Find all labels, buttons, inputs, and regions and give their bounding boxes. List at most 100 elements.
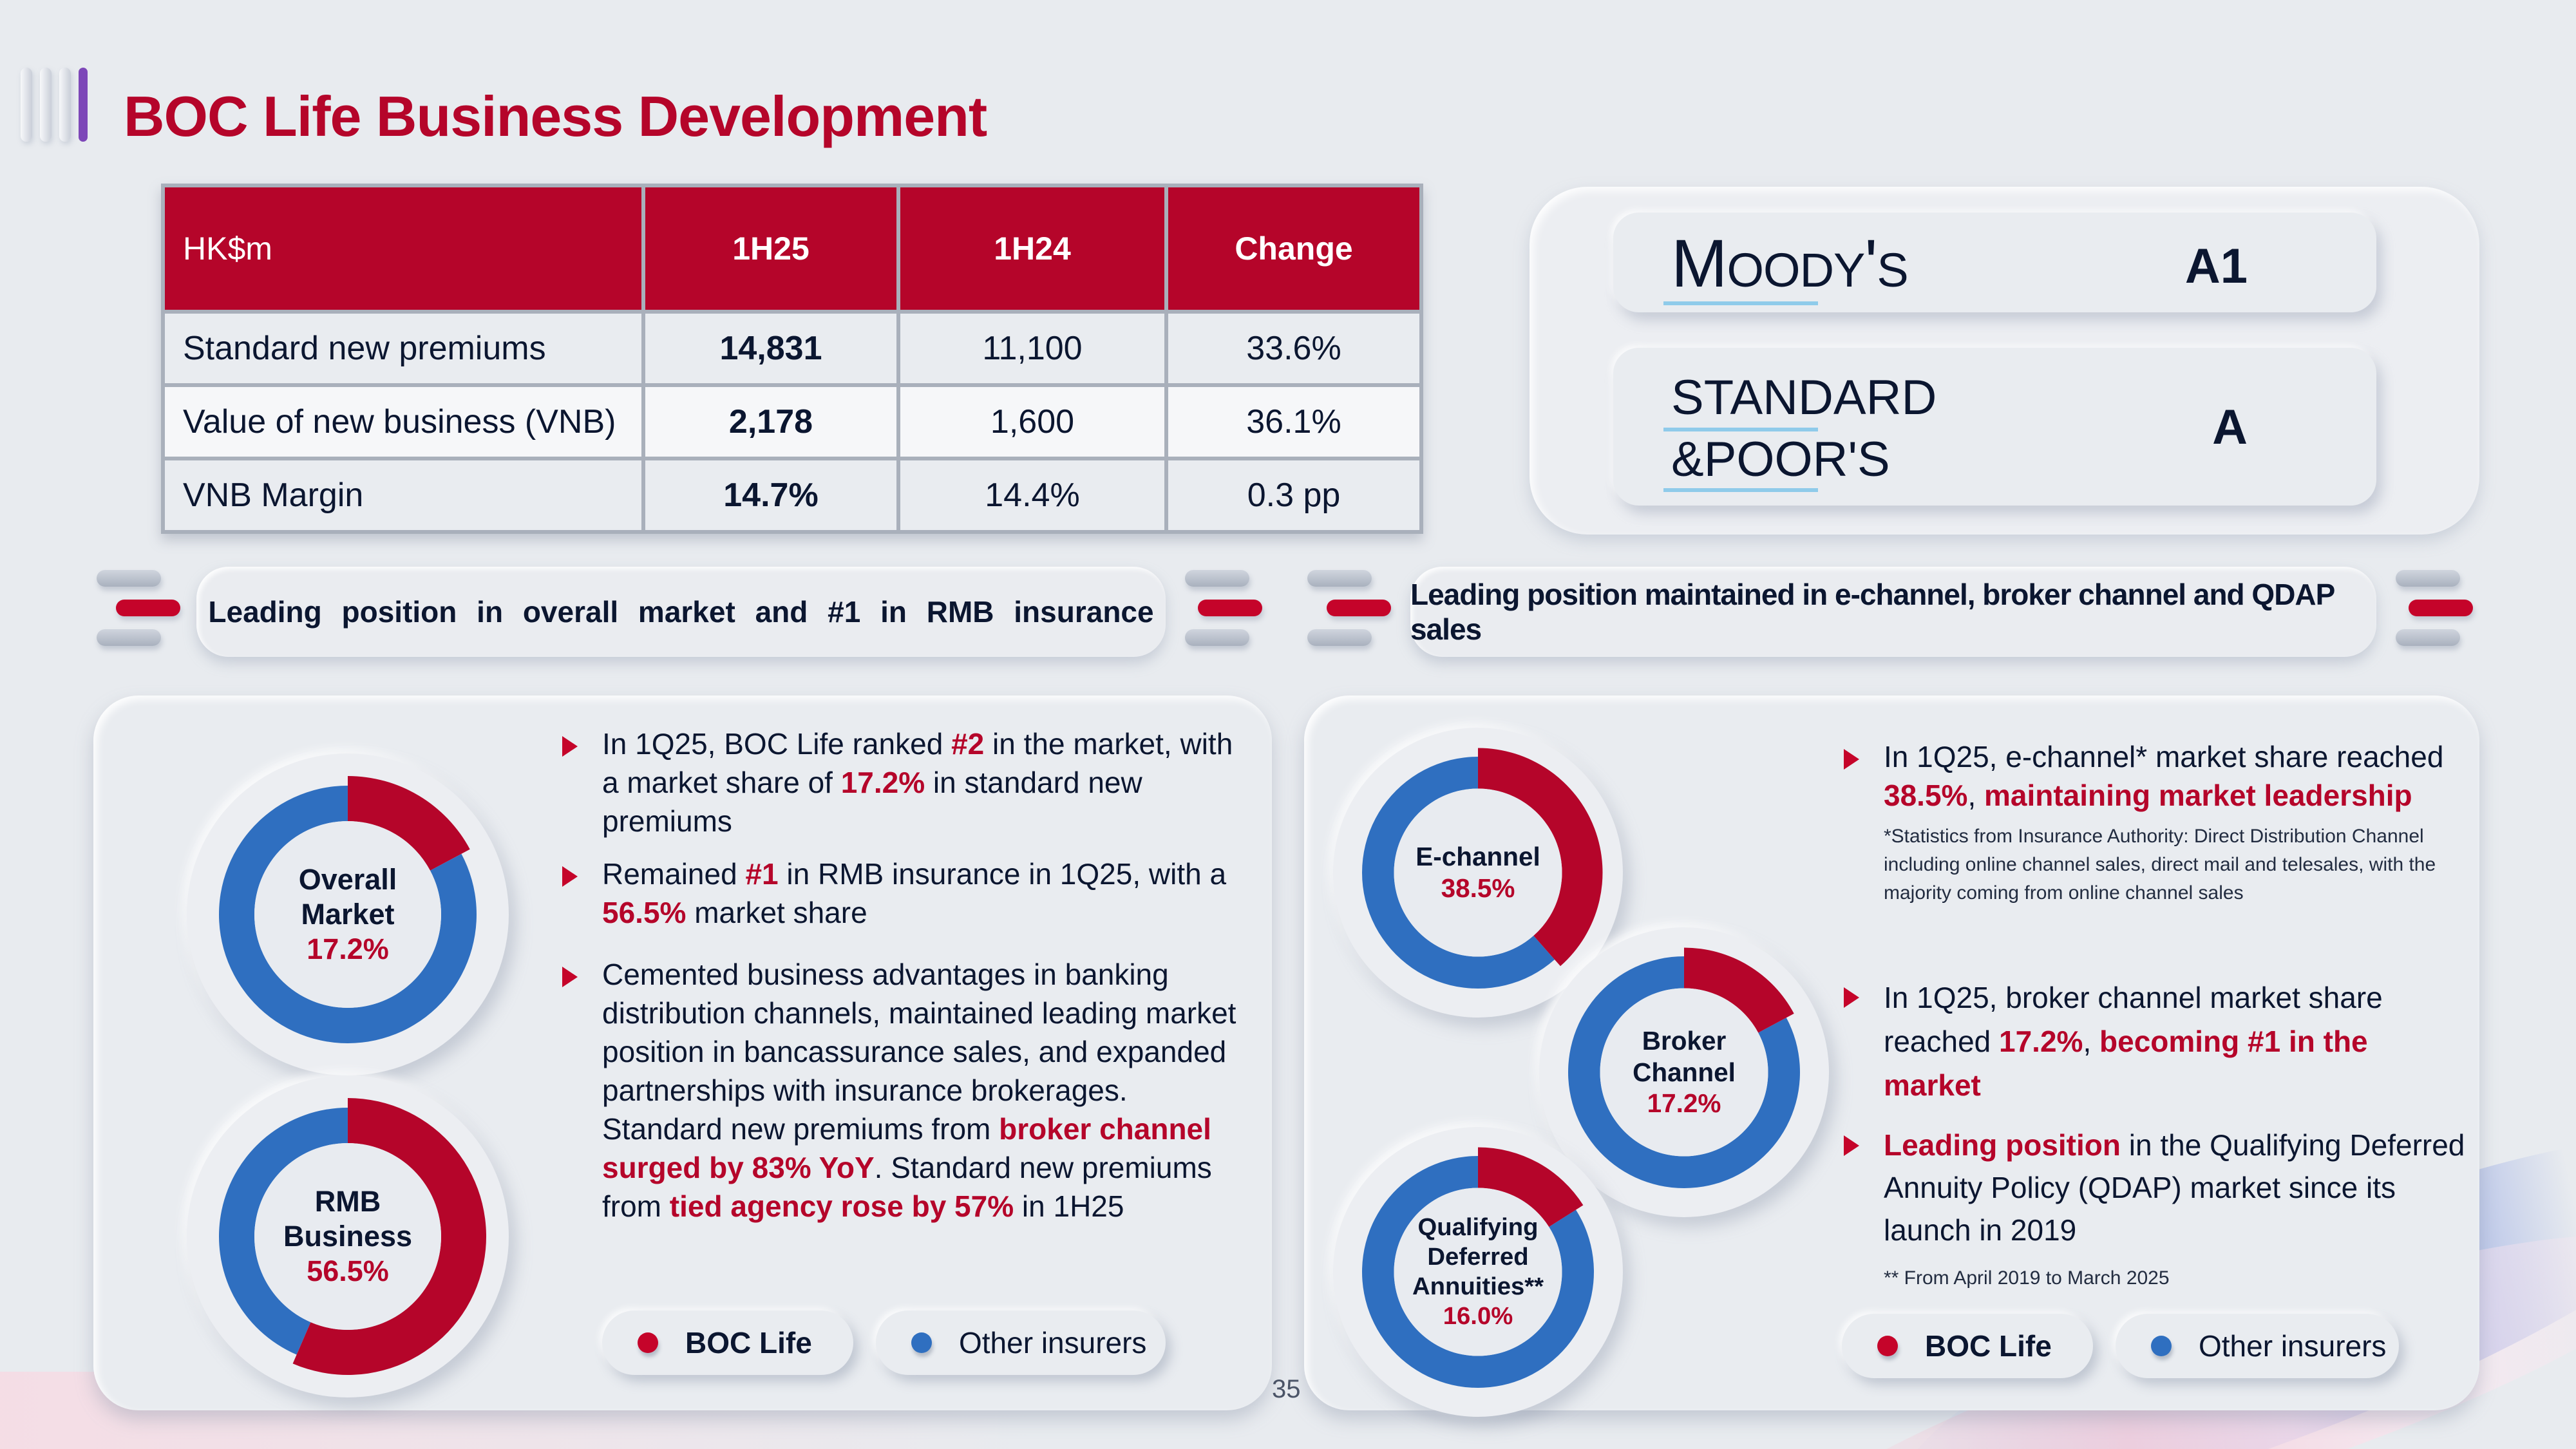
column-header-1h24: 1H24 bbox=[900, 187, 1164, 310]
table-row: Value of new business (VNB) 2,178 1,600 … bbox=[165, 387, 1419, 457]
agency-name-sp-line2: &POOR'S bbox=[1671, 432, 1890, 487]
legend-boc-life: BOC Life bbox=[602, 1311, 853, 1375]
financial-summary-table: HK$m 1H25 1H24 Change Standard new premi… bbox=[161, 184, 1423, 534]
agency-name-moodys: Moody's bbox=[1671, 226, 1909, 301]
cell-1h24: 14.4% bbox=[900, 460, 1164, 530]
credit-ratings-panel: Moody's A1 STANDARD &POOR'S A bbox=[1530, 187, 2479, 535]
market-position-panel: Overall Market 17.2% RMB Business 56.5% In 1… bbox=[93, 696, 1272, 1410]
row-label: Value of new business (VNB) bbox=[165, 387, 641, 457]
highlight-text: Leading position bbox=[1884, 1128, 2121, 1162]
highlight-text: 38.5% bbox=[1884, 779, 1968, 812]
donut-slice-boc-life bbox=[292, 1098, 486, 1375]
bullet-text: in the market, with a market share of bbox=[602, 727, 1233, 799]
donut-center bbox=[1600, 988, 1768, 1157]
donut-center bbox=[254, 821, 441, 1008]
legend-label: BOC Life bbox=[685, 1326, 812, 1359]
footnote-e-channel: *Statistics from Insurance Authority: Di… bbox=[1884, 826, 2436, 904]
bullet-text: Remained bbox=[602, 857, 746, 891]
right-bullet-2: In 1Q25, broker channel market share rea… bbox=[1839, 976, 2470, 1107]
donut-value-label: 38.5% bbox=[1441, 873, 1515, 903]
column-header-change: Change bbox=[1168, 187, 1419, 310]
donut-center bbox=[1394, 1188, 1562, 1356]
highlight-text: 56.5% bbox=[602, 896, 687, 929]
donut-title-line: Channel bbox=[1633, 1057, 1736, 1087]
donut-center bbox=[1394, 788, 1562, 957]
bullet-item: In 1Q25, e-channel* market share reached… bbox=[1839, 737, 2470, 815]
table-row: VNB Margin 14.7% 14.4% 0.3 pp bbox=[165, 460, 1419, 530]
donut-center-label: RMB Business 56.5% bbox=[187, 1184, 509, 1289]
agency-name-sp: STANDARD &POOR'S bbox=[1671, 367, 1937, 491]
donut-slice-boc-life bbox=[1684, 947, 1794, 1033]
bullet-text: in RMB insurance in 1Q25, with a bbox=[778, 857, 1227, 891]
donut-title-line: Deferred bbox=[1427, 1243, 1529, 1271]
agency-name-sp-line1: STANDARD bbox=[1671, 370, 1937, 425]
agency-underline bbox=[1663, 301, 1818, 305]
bullet-arrow-icon bbox=[1844, 987, 1859, 1008]
legend-boc-life: BOC Life bbox=[1842, 1314, 2093, 1378]
legend-dot-red-icon bbox=[638, 1332, 658, 1353]
bullet-arrow-icon bbox=[1844, 1135, 1859, 1156]
decorative-dashes bbox=[1185, 570, 1262, 646]
cell-1h24: 11,100 bbox=[900, 314, 1164, 383]
cell-change: 0.3 pp bbox=[1168, 460, 1419, 530]
bullet-text: . Standard new premiums from bbox=[602, 1151, 1212, 1223]
donut-center-label: E-channel 38.5% bbox=[1333, 841, 1623, 904]
donut-rmb-business: RMB Business 56.5% bbox=[187, 1075, 509, 1397]
bullet-text: , bbox=[2083, 1025, 2100, 1058]
donut-title-line: RMB bbox=[314, 1185, 381, 1218]
legend-dot-blue-icon bbox=[2151, 1336, 2172, 1356]
decorative-dashes bbox=[2396, 570, 2473, 646]
table-header-row: HK$m 1H25 1H24 Change bbox=[165, 187, 1419, 310]
bullet-text: in the Qualifying Deferred Annuity Polic… bbox=[1884, 1128, 2465, 1247]
donut-qdap: Qualifying Deferred Annuities** 16.0% bbox=[1333, 1127, 1623, 1417]
donut-center-label: Overall Market 17.2% bbox=[187, 862, 509, 967]
agency-underline bbox=[1663, 488, 1818, 492]
donut-title-line: Broker bbox=[1642, 1026, 1727, 1056]
decorative-dashes bbox=[97, 570, 180, 646]
table-row: Standard new premiums 14,831 11,100 33.6… bbox=[165, 314, 1419, 383]
highlight-text: maintaining market leadership bbox=[1984, 779, 2412, 812]
bullet-item: Cemented business advantages in banking … bbox=[557, 955, 1240, 1226]
donut-title-line: Market bbox=[301, 898, 395, 931]
right-bullet-3: Leading position in the Qualifying Defer… bbox=[1839, 1124, 2470, 1293]
legend-dot-red-icon bbox=[1877, 1336, 1898, 1356]
donut-center-label: Broker Channel 17.2% bbox=[1539, 1025, 1829, 1119]
donut-title-line: Annuities** bbox=[1412, 1272, 1544, 1300]
rating-grade-moodys: A1 bbox=[2184, 239, 2248, 294]
bullet-text: market share bbox=[686, 896, 867, 929]
bullet-text: , bbox=[1967, 779, 1984, 812]
footnote-qdap: ** From April 2019 to March 2025 bbox=[1884, 1267, 2170, 1289]
donut-svg bbox=[219, 1098, 486, 1375]
donut-center bbox=[254, 1143, 441, 1330]
donut-slice-other-insurers bbox=[1362, 757, 1555, 989]
highlight-text: 17.2% bbox=[1999, 1025, 2083, 1058]
bullet-text: In 1Q25, BOC Life ranked bbox=[602, 727, 952, 761]
legend-label: Other insurers bbox=[959, 1326, 1147, 1359]
donut-svg bbox=[1362, 748, 1603, 989]
row-label: VNB Margin bbox=[165, 460, 641, 530]
legend-label: Other insurers bbox=[2199, 1329, 2387, 1363]
donut-value-label: 17.2% bbox=[1647, 1088, 1721, 1119]
donut-overall-market: Overall Market 17.2% bbox=[187, 753, 509, 1075]
donut-slice-other-insurers bbox=[219, 1108, 348, 1355]
cell-change: 33.6% bbox=[1168, 314, 1419, 383]
row-label: Standard new premiums bbox=[165, 314, 641, 383]
donut-svg bbox=[219, 776, 477, 1043]
donut-title-line: E-channel bbox=[1416, 842, 1540, 872]
legend-other-insurers: Other insurers bbox=[2116, 1314, 2399, 1378]
title-decoration-bars bbox=[21, 68, 88, 142]
left-bullets: In 1Q25, BOC Life ranked #2 in the marke… bbox=[557, 724, 1240, 1226]
donut-e-channel: E-channel 38.5% bbox=[1333, 728, 1623, 1018]
column-header-1h25: 1H25 bbox=[645, 187, 896, 310]
headline-banner-right: Leading position maintained in e-channel… bbox=[1410, 567, 2376, 657]
bullet-text: In 1Q25, e-channel* market share reached bbox=[1884, 740, 2444, 773]
rating-card-sp: STANDARD &POOR'S A bbox=[1613, 348, 2376, 506]
cell-1h25: 2,178 bbox=[645, 387, 896, 457]
bullet-text: In 1Q25, broker channel market share rea… bbox=[1884, 981, 2383, 1058]
cell-1h25: 14,831 bbox=[645, 314, 896, 383]
highlight-text: #2 bbox=[951, 727, 985, 761]
bullet-item: Remained #1 in RMB insurance in 1Q25, wi… bbox=[557, 855, 1240, 932]
donut-svg bbox=[1568, 947, 1800, 1188]
bullet-arrow-icon bbox=[562, 967, 578, 987]
legend-label: BOC Life bbox=[1925, 1329, 2052, 1363]
